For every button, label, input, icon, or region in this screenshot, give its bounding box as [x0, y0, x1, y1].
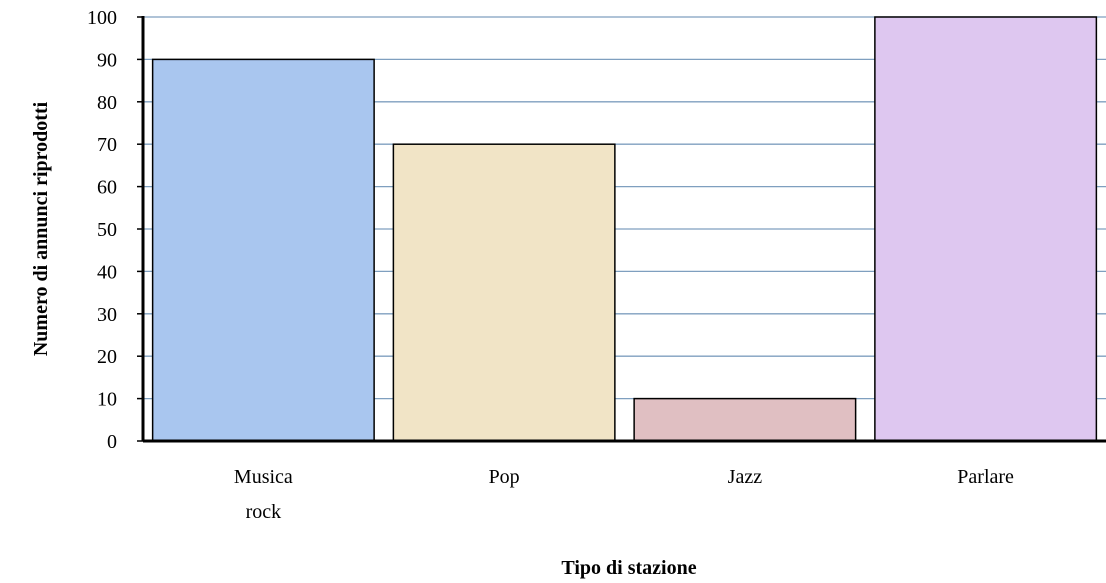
- x-category-label: Pop: [489, 466, 520, 488]
- x-axis-title: Tipo di stazione: [561, 557, 696, 579]
- x-category-labels: Musica rock Pop Jazz Parlare: [234, 466, 1014, 523]
- y-tick-label: 90: [97, 49, 117, 71]
- x-category-label: rock: [246, 501, 282, 523]
- y-tick-label: 50: [97, 219, 117, 241]
- y-tick-label: 10: [97, 389, 117, 411]
- x-category-label: Jazz: [728, 466, 763, 488]
- y-tick-label: 40: [97, 261, 117, 283]
- y-tick-label: 30: [97, 304, 117, 326]
- y-tick-label: 100: [87, 7, 117, 29]
- y-axis-title: Numero di annunci riprodotti: [30, 101, 52, 356]
- bar: [633, 397, 857, 442]
- x-category-label: Parlare: [957, 466, 1014, 488]
- bar: [151, 58, 375, 442]
- y-tick-label: 80: [97, 92, 117, 114]
- y-tick-label: 20: [97, 346, 117, 368]
- bar: [874, 16, 1098, 442]
- y-tick-label: 70: [97, 134, 117, 156]
- bar: [392, 143, 616, 442]
- y-tick-label: 60: [97, 177, 117, 199]
- y-tick-label: 0: [107, 431, 117, 453]
- x-category-label: Musica: [234, 466, 293, 488]
- axes: [137, 16, 1106, 443]
- y-tick-labels: 0 10 20 30 40 50 60 70 80 90 100: [87, 7, 117, 453]
